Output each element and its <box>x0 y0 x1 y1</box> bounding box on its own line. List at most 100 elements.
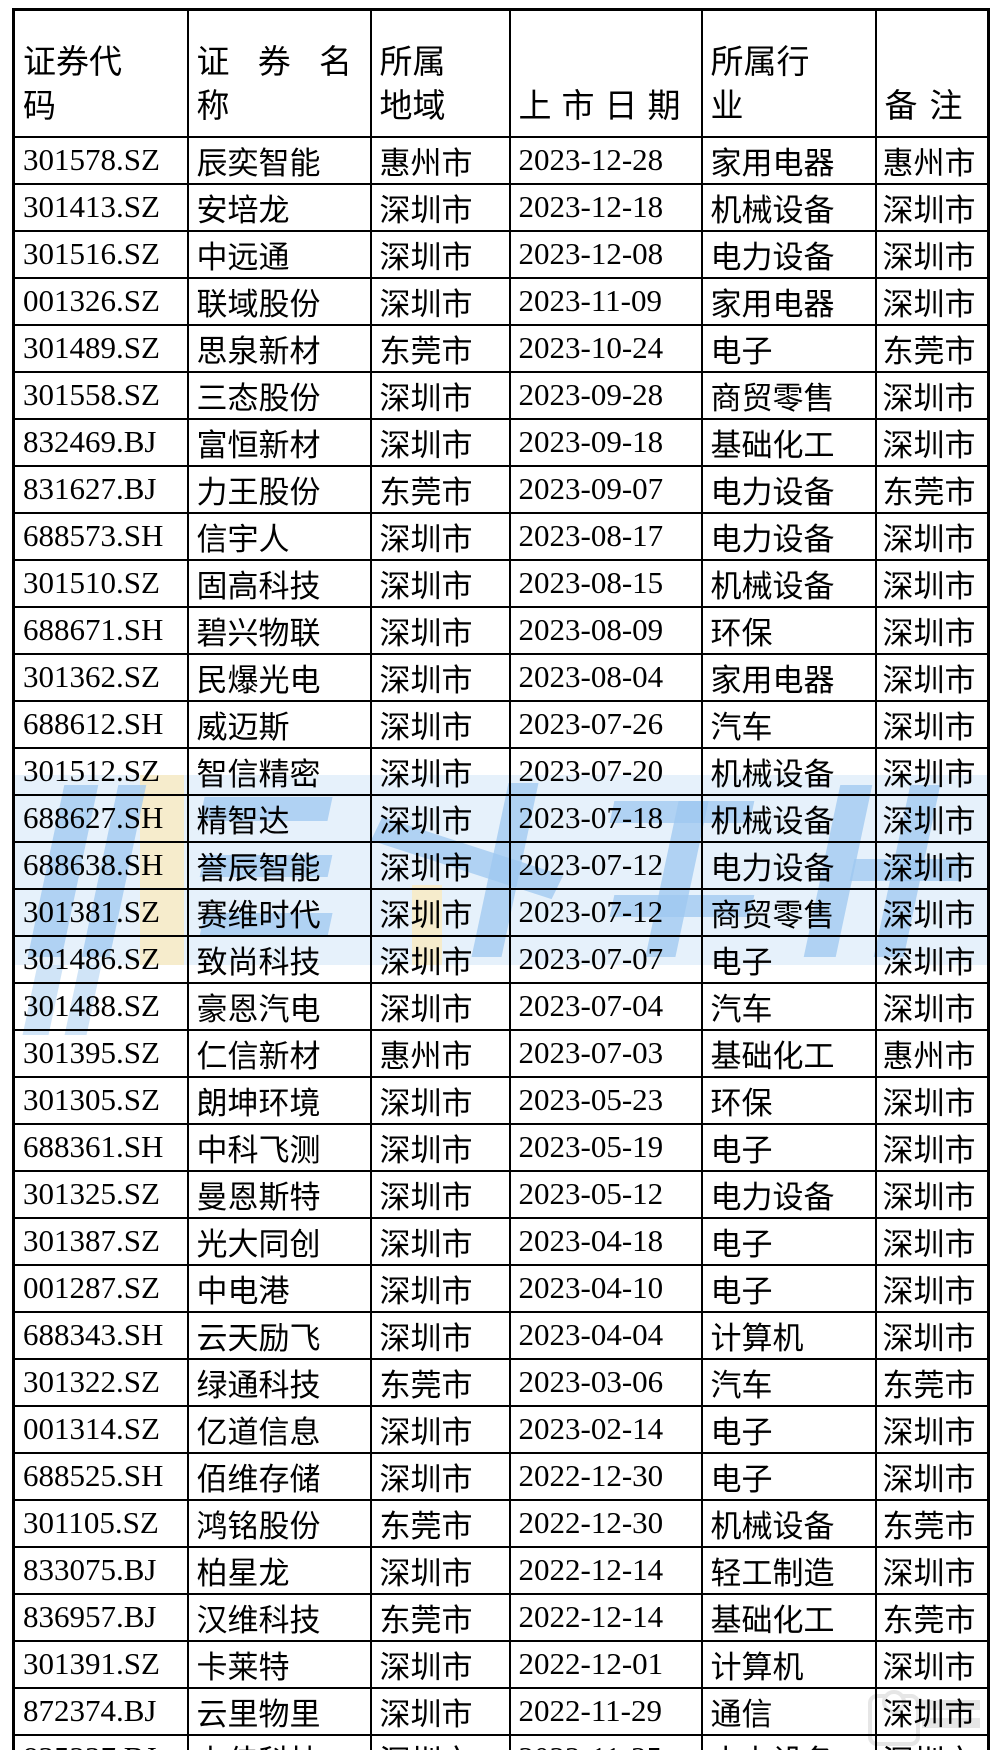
cell-industry: 电子 <box>700 934 877 984</box>
cell-code: 301578.SZ <box>12 135 189 185</box>
cell-industry: 商贸零售 <box>700 370 877 420</box>
cell-industry: 通信 <box>700 1686 877 1736</box>
cell-date: 2023-08-15 <box>508 558 703 608</box>
cell-code: 872374.BJ <box>12 1686 189 1736</box>
cell-industry: 环保 <box>700 605 877 655</box>
cell-remark: 深圳市 <box>874 558 990 608</box>
table-row: 832469.BJ 富恒新材 深圳市 2023-09-18 基础化工 深圳市 <box>12 417 990 467</box>
cell-remark: 惠州市 <box>874 135 990 185</box>
cell-name: 卡莱特 <box>186 1639 372 1689</box>
table-row: 301322.SZ 绿通科技 东莞市 2023-03-06 汽车 东莞市 <box>12 1357 990 1407</box>
table-row: 301489.SZ 思泉新材 东莞市 2023-10-24 电子 东莞市 <box>12 323 990 373</box>
cell-region: 深圳市 <box>369 370 511 420</box>
cell-date: 2023-07-12 <box>508 887 703 937</box>
cell-date: 2022-11-25 <box>508 1733 703 1750</box>
cell-remark: 深圳市 <box>874 981 990 1031</box>
cell-remark: 深圳市 <box>874 1733 990 1750</box>
cell-remark: 东莞市 <box>874 323 990 373</box>
cell-industry: 汽车 <box>700 699 877 749</box>
cell-code: 301391.SZ <box>12 1639 189 1689</box>
cell-industry: 商贸零售 <box>700 887 877 937</box>
cell-region: 东莞市 <box>369 1357 511 1407</box>
cell-region: 深圳市 <box>369 1733 511 1750</box>
cell-date: 2023-12-28 <box>508 135 703 185</box>
cell-remark: 深圳市 <box>874 1216 990 1266</box>
cell-date: 2023-09-18 <box>508 417 703 467</box>
cell-industry: 家用电器 <box>700 135 877 185</box>
cell-industry: 汽车 <box>700 981 877 1031</box>
cell-region: 深圳市 <box>369 417 511 467</box>
cell-date: 2023-04-04 <box>508 1310 703 1360</box>
cell-date: 2022-12-30 <box>508 1498 703 1548</box>
cell-date: 2023-05-23 <box>508 1075 703 1125</box>
table-row: 835237.BJ 力佳科技 深圳市 2022-11-25 电力设备 深圳市 <box>12 1733 990 1750</box>
cell-name: 绿通科技 <box>186 1357 372 1407</box>
cell-region: 深圳市 <box>369 1169 511 1219</box>
cell-name: 中电港 <box>186 1263 372 1313</box>
table-row: 688671.SH 碧兴物联 深圳市 2023-08-09 环保 深圳市 <box>12 605 990 655</box>
cell-name: 辰奕智能 <box>186 135 372 185</box>
cell-name: 威迈斯 <box>186 699 372 749</box>
cell-region: 深圳市 <box>369 1686 511 1736</box>
table-row: 301325.SZ 曼恩斯特 深圳市 2023-05-12 电力设备 深圳市 <box>12 1169 990 1219</box>
cell-date: 2023-02-14 <box>508 1404 703 1454</box>
cell-date: 2023-09-28 <box>508 370 703 420</box>
cell-code: 836957.BJ <box>12 1592 189 1642</box>
cell-date: 2023-07-04 <box>508 981 703 1031</box>
cell-date: 2023-08-17 <box>508 511 703 561</box>
table-row: 301512.SZ 智信精密 深圳市 2023-07-20 机械设备 深圳市 <box>12 746 990 796</box>
cell-remark: 东莞市 <box>874 1592 990 1642</box>
cell-code: 301305.SZ <box>12 1075 189 1125</box>
cell-name: 民爆光电 <box>186 652 372 702</box>
cell-code: 688612.SH <box>12 699 189 749</box>
cell-region: 深圳市 <box>369 1122 511 1172</box>
cell-date: 2023-09-07 <box>508 464 703 514</box>
table-row: 301510.SZ 固高科技 深圳市 2023-08-15 机械设备 深圳市 <box>12 558 990 608</box>
cell-region: 深圳市 <box>369 934 511 984</box>
cell-code: 835237.BJ <box>12 1733 189 1750</box>
cell-region: 深圳市 <box>369 746 511 796</box>
cell-date: 2023-07-20 <box>508 746 703 796</box>
table-row: 836957.BJ 汉维科技 东莞市 2022-12-14 基础化工 东莞市 <box>12 1592 990 1642</box>
header-industry: 所属行 业 <box>700 8 877 138</box>
cell-code: 301516.SZ <box>12 229 189 279</box>
cell-date: 2022-12-14 <box>508 1545 703 1595</box>
cell-code: 001314.SZ <box>12 1404 189 1454</box>
cell-date: 2023-07-07 <box>508 934 703 984</box>
header-row: 证券代 码 证 券 名 称 所属 地域 上市日期 所属行 业 备注 <box>12 8 990 138</box>
cell-code: 688361.SH <box>12 1122 189 1172</box>
cell-industry: 计算机 <box>700 1639 877 1689</box>
cell-region: 深圳市 <box>369 1639 511 1689</box>
cell-name: 豪恩汽电 <box>186 981 372 1031</box>
cell-date: 2023-04-18 <box>508 1216 703 1266</box>
cell-remark: 深圳市 <box>874 1686 990 1736</box>
cell-code: 833075.BJ <box>12 1545 189 1595</box>
table-row: 301105.SZ 鸿铭股份 东莞市 2022-12-30 机械设备 东莞市 <box>12 1498 990 1548</box>
cell-name: 固高科技 <box>186 558 372 608</box>
header-date: 上市日期 <box>508 8 703 138</box>
table-row: 688361.SH 中科飞测 深圳市 2023-05-19 电子 深圳市 <box>12 1122 990 1172</box>
cell-code: 688671.SH <box>12 605 189 655</box>
table-header: 证券代 码 证 券 名 称 所属 地域 上市日期 所属行 业 备注 <box>12 8 990 138</box>
cell-date: 2023-07-26 <box>508 699 703 749</box>
cell-industry: 电力设备 <box>700 511 877 561</box>
table-row: 301578.SZ 辰奕智能 惠州市 2023-12-28 家用电器 惠州市 <box>12 135 990 185</box>
cell-code: 832469.BJ <box>12 417 189 467</box>
cell-code: 688573.SH <box>12 511 189 561</box>
cell-industry: 电力设备 <box>700 464 877 514</box>
cell-industry: 电子 <box>700 1451 877 1501</box>
cell-region: 深圳市 <box>369 652 511 702</box>
cell-region: 深圳市 <box>369 1075 511 1125</box>
cell-industry: 电子 <box>700 1216 877 1266</box>
cell-code: 301381.SZ <box>12 887 189 937</box>
cell-name: 信宇人 <box>186 511 372 561</box>
cell-remark: 深圳市 <box>874 1310 990 1360</box>
table-row: 001314.SZ 亿道信息 深圳市 2023-02-14 电子 深圳市 <box>12 1404 990 1454</box>
cell-code: 301413.SZ <box>12 182 189 232</box>
cell-remark: 深圳市 <box>874 1169 990 1219</box>
header-name: 证 券 名 称 <box>186 8 372 138</box>
cell-date: 2022-12-01 <box>508 1639 703 1689</box>
cell-code: 301322.SZ <box>12 1357 189 1407</box>
cell-name: 思泉新材 <box>186 323 372 373</box>
